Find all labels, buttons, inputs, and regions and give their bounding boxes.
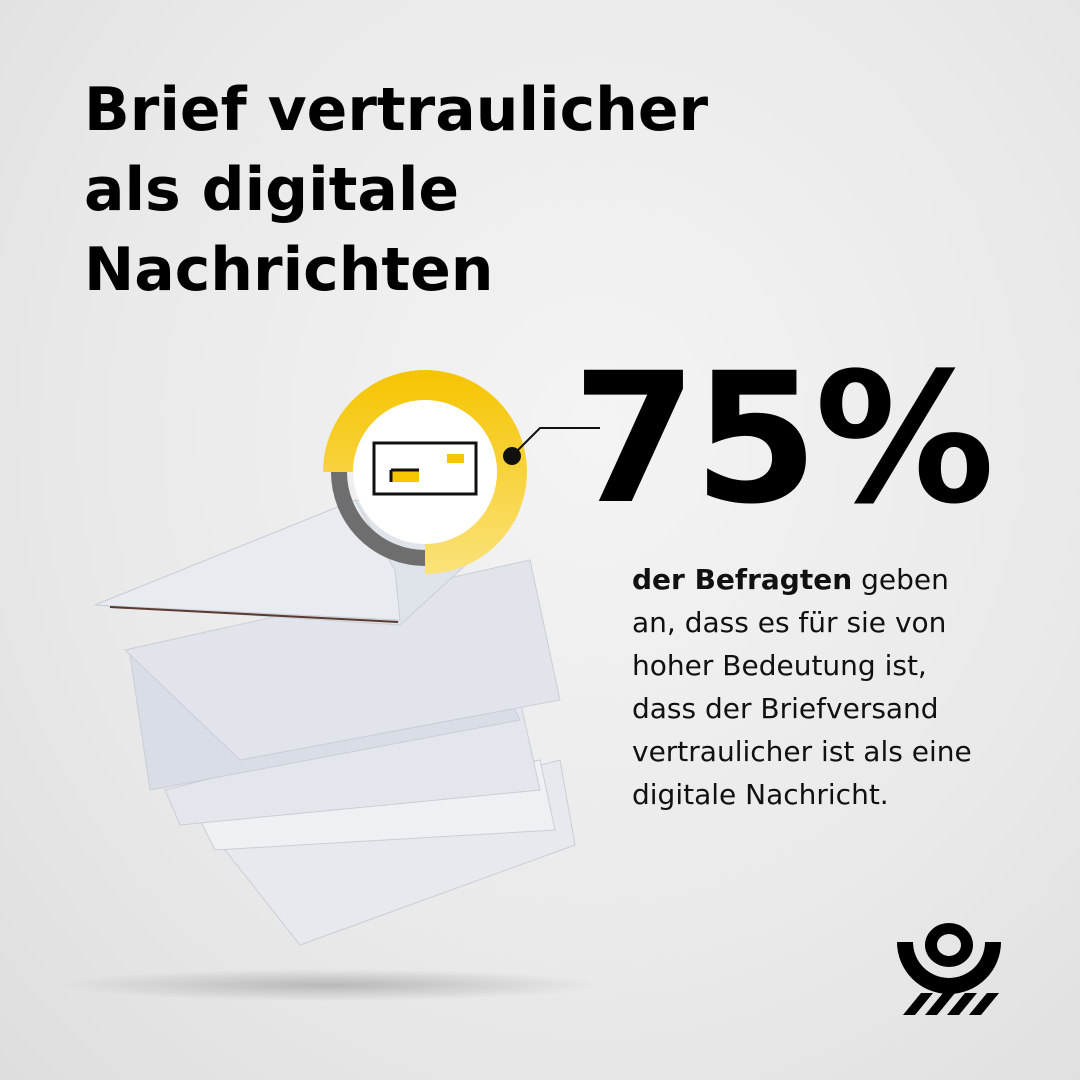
description-text: geben an, dass es für sie von hoher Bede… [632, 563, 972, 811]
donut-arc [323, 370, 527, 574]
connector [511, 427, 600, 457]
donut-center [353, 400, 497, 544]
headline-line: Nachrichten [84, 235, 494, 305]
description-bold: der Befragten [632, 563, 853, 596]
headline-line: als digitale [84, 155, 460, 225]
donut [323, 370, 527, 574]
headline: Brief vertraulicher als digitale Nachric… [84, 70, 708, 310]
description: der Befragten geben an, dass es für sie … [632, 558, 992, 816]
envelopes [94, 499, 576, 946]
connector-dot [503, 447, 521, 465]
posthorn-logo [897, 923, 1001, 1015]
headline-line: Brief vertraulicher [84, 75, 709, 145]
shadow [60, 969, 600, 1001]
letter-icon [372, 441, 478, 496]
stat-label: 75% [572, 335, 995, 544]
